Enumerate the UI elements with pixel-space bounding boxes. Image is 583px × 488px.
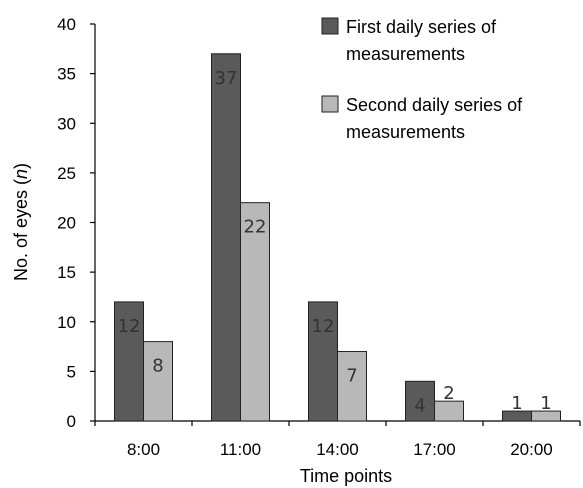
x-tick-label: 8:00 — [127, 440, 160, 459]
y-axis: 0 5 10 15 20 25 30 35 40 — [57, 15, 96, 431]
y-tick-label: 35 — [57, 65, 76, 84]
x-tick-label: 17:00 — [413, 440, 456, 459]
data-labels: 12 8 37 22 12 7 42 1 1 — [118, 68, 552, 417]
data-label: 8 — [152, 356, 163, 377]
y-axis-title: No. of eyes (n) — [11, 163, 31, 281]
legend-label: Second daily series of — [346, 95, 523, 115]
y-axis-title-suffix: ) — [11, 163, 31, 169]
bar-second-series — [434, 400, 464, 422]
data-label: 22 — [244, 217, 267, 238]
bar-first-series — [405, 380, 435, 422]
x-axis: 8:00 11:00 14:00 17:00 20:00 — [94, 420, 581, 459]
data-label: 12 — [118, 316, 141, 337]
legend-swatch-first — [321, 17, 339, 35]
legend-swatch-second — [321, 95, 339, 113]
y-tick-label: 10 — [57, 313, 76, 332]
data-label: 1 — [511, 393, 522, 414]
bar-first-series — [211, 53, 241, 422]
data-label: 2 — [443, 383, 454, 404]
data-label: 37 — [215, 68, 238, 89]
bars — [114, 53, 561, 422]
x-tick-label: 11:00 — [220, 440, 261, 459]
y-tick-label: 20 — [57, 214, 76, 233]
y-axis-title-prefix: No. of eyes ( — [11, 179, 31, 281]
y-tick-label: 5 — [67, 362, 76, 381]
legend-label: measurements — [346, 122, 465, 142]
data-label: 12 — [312, 316, 335, 337]
y-tick-label: 15 — [57, 263, 76, 282]
legend: First daily series of measurements Second … — [321, 17, 523, 142]
bar-first-series — [114, 301, 144, 422]
data-label: 1 — [540, 393, 551, 414]
data-label: 4 — [414, 395, 425, 416]
legend-label: measurements — [346, 44, 465, 64]
x-axis-title: Time points — [300, 466, 392, 486]
bar-second-series — [337, 351, 367, 422]
x-tick-label: 20:00 — [510, 440, 553, 459]
bar-second-series — [240, 202, 270, 422]
y-tick-label: 30 — [57, 114, 76, 133]
x-tick-label: 14:00 — [316, 440, 359, 459]
y-axis-title-variable: n — [11, 169, 31, 179]
y-tick-label: 40 — [57, 15, 76, 34]
y-tick-label: 25 — [57, 164, 76, 183]
bar-second-series — [531, 410, 561, 422]
data-label: 7 — [346, 366, 357, 387]
y-tick-label: 0 — [67, 412, 76, 431]
legend-label: First daily series of — [346, 17, 497, 37]
bar-second-series — [143, 341, 173, 422]
